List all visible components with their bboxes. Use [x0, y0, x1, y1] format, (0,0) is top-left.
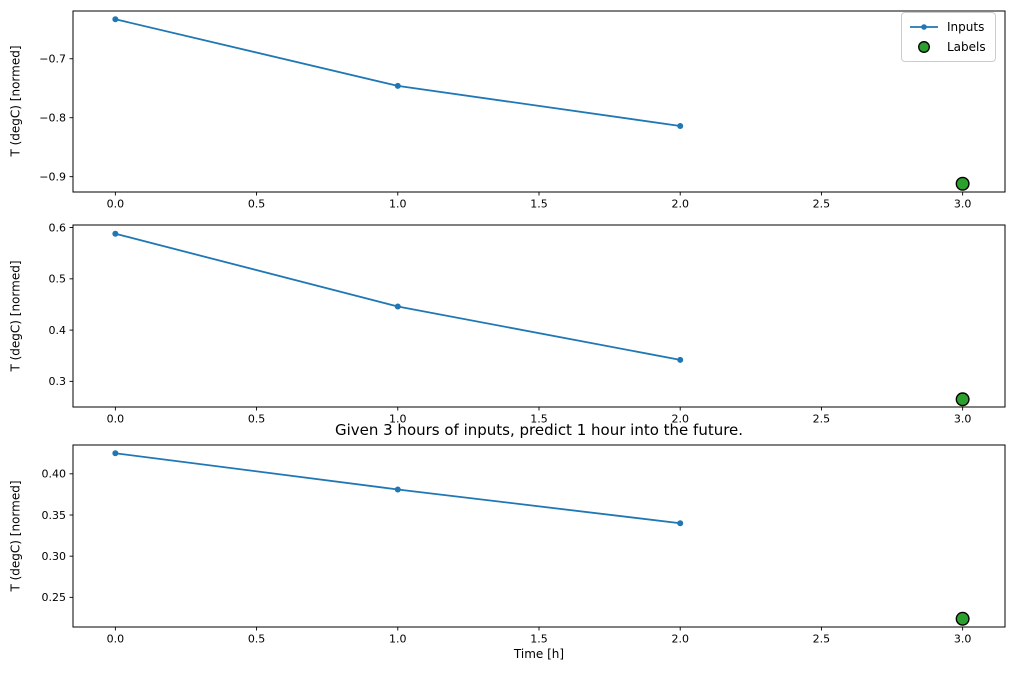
subplot-1-y-tick-label: −0.9 [39, 170, 66, 183]
subplot-3-y-tick-label: 0.25 [42, 591, 67, 604]
subplot-3-x-tick-label: 2.5 [813, 633, 831, 646]
subplot-1-x-tick-label: 2.0 [671, 198, 689, 211]
subplot-3-y-axis-label-text: T (degC) [normed] [9, 480, 24, 592]
labels-circle-icon [918, 41, 930, 53]
subplot-2-x-tick-label: 3.0 [954, 413, 972, 426]
subplot-2-y-tick-label: 0.3 [49, 375, 67, 388]
subplot-1-x-tick-label: 1.0 [389, 198, 407, 211]
subplot-2-inputs-marker [394, 303, 401, 310]
subplot-3: 0.0 0.5 1.0 1.5 2.0 2.5 3.0 0.40 0.35 0.30 0.25 [42, 444, 1006, 646]
subplot-3-x-tick-label: 1.5 [530, 633, 548, 646]
subplot-1-y-tick-label: −0.7 [39, 53, 66, 66]
legend-item-labels-label: Labels [947, 40, 986, 54]
subplot-3-spines [72, 444, 1006, 628]
subplot-3-inputs-marker [677, 520, 684, 527]
subplot-1-x-tick-label: 0.5 [248, 198, 266, 211]
legend: Inputs Labels [901, 12, 996, 62]
subplot-3-y-tick-label: 0.35 [42, 509, 67, 522]
subplot-3-inputs-marker [112, 450, 119, 457]
subplot-3-x-tick-label: 0.0 [107, 633, 125, 646]
subplot-3-label-point [955, 611, 970, 626]
subplot-2-spines [72, 224, 1006, 408]
legend-item-inputs-label: Inputs [947, 20, 985, 34]
subplot-2-inputs-marker [677, 356, 684, 363]
subplot-3-x-tick-label: 2.0 [671, 633, 689, 646]
subplot-2-inputs-line [114, 232, 682, 361]
subplot-2: 0.0 0.5 1.0 1.5 2.0 2.5 3.0 0.6 0.5 0.4 0.3 [49, 221, 1006, 426]
subplot-1-x-tick-label: 1.5 [530, 198, 548, 211]
subplot-3-x-tick-label: 0.5 [248, 633, 266, 646]
subplot-3-x-tick-label: 3.0 [954, 633, 972, 646]
subplot-2-x-tick-label: 1.5 [530, 413, 548, 426]
subplot-2-x-tick-label: 2.5 [813, 413, 831, 426]
subplot-2-inputs-marker [112, 230, 119, 237]
subplot-2-y-tick-label: 0.4 [49, 324, 67, 337]
subplot-2-x-tick-label: 2.0 [671, 413, 689, 426]
legend-item-labels: Labels [909, 40, 988, 54]
subplot-2-x-tick-label: 0.5 [248, 413, 266, 426]
subplot-2-x-tick-label: 1.0 [389, 413, 407, 426]
subplot-2-y-tick-label: 0.5 [49, 273, 67, 286]
subplot-1-y-tick-label: −0.8 [39, 112, 66, 125]
subplot-2-label-point [955, 392, 970, 407]
legend-item-inputs: Inputs [909, 20, 988, 34]
inputs-line-dot-icon [910, 24, 938, 30]
subplot-1-label-point [955, 176, 970, 191]
subplot-3-x-tick-label: 1.0 [389, 633, 407, 646]
subplot-3-y-tick-label: 0.40 [42, 468, 67, 481]
subplot-1-x-tick-label: 0.0 [107, 198, 125, 211]
subplot-1-inputs-line [114, 18, 682, 127]
subplot-3-inputs-marker [394, 486, 401, 493]
subplot-3-y-tick-label: 0.30 [42, 550, 67, 563]
subplot-2-y-axis-label-text: T (degC) [normed] [9, 260, 24, 372]
subplot-1-spines [72, 10, 1006, 193]
subplot-1-y-axis-label-text: T (degC) [normed] [9, 45, 24, 157]
subplot-1-x-tick-label: 3.0 [954, 198, 972, 211]
subplot-1-inputs-marker [394, 82, 401, 89]
subplot-2-x-tick-label: 0.0 [107, 413, 125, 426]
subplot-2-y-tick-label: 0.6 [49, 221, 67, 234]
subplot-1: 0.0 0.5 1.0 1.5 2.0 2.5 3.0 −0.7 −0.8 −0.9 [39, 10, 1006, 211]
subplot-1-inputs-marker [112, 16, 119, 23]
subplot-1-inputs-marker [677, 122, 684, 129]
x-axis-label: Time [h] [513, 647, 565, 661]
subplot-1-x-tick-label: 2.5 [813, 198, 831, 211]
